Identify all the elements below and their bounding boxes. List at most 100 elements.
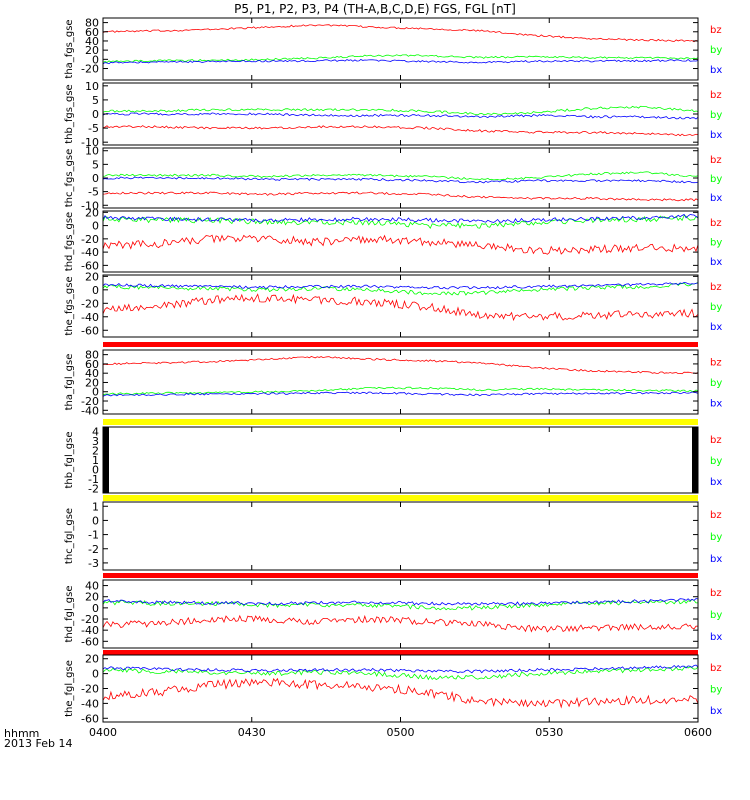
series-line-by: [102, 171, 699, 181]
legend-label-bz: bz: [710, 282, 722, 293]
series-line-by: [102, 666, 699, 681]
y-tick-label: -40: [81, 624, 99, 637]
y-tick-label: 0: [92, 668, 99, 681]
series-line-bz: [102, 234, 699, 255]
y-axis-label: thd_fgl_gse: [64, 586, 75, 643]
series-line-bz: [102, 125, 699, 137]
y-axis-label: tha_fgl_gse: [64, 354, 75, 411]
y-axis-label: thc_fgs_gse: [64, 149, 75, 208]
series-line-by: [102, 598, 699, 611]
panel-frame: [102, 426, 699, 494]
legend-label-by: by: [710, 238, 722, 249]
y-tick-label: 0: [92, 108, 99, 121]
x-tick-label: 0500: [387, 726, 415, 739]
legend-label-bz: bz: [710, 510, 722, 521]
y-tick-label: -2: [88, 482, 99, 495]
panel-frame: [102, 654, 699, 723]
legend-label-by: by: [710, 685, 722, 696]
legend-label-bx: bx: [710, 554, 722, 565]
legend-label-by: by: [710, 378, 722, 389]
y-tick-label: 20: [85, 653, 99, 666]
y-tick-label: -40: [81, 311, 99, 324]
status-bar-red: [103, 573, 698, 578]
y-tick-label: 20: [85, 376, 99, 389]
y-tick-label: 0: [92, 172, 99, 185]
legend-label-bx: bx: [710, 257, 722, 268]
y-tick-label: 40: [85, 367, 99, 380]
y-tick-label: -60: [81, 259, 99, 272]
series-line-bx: [102, 213, 699, 224]
panel-frame: [102, 147, 699, 209]
y-tick-label: -20: [81, 683, 99, 696]
y-tick-label: 60: [85, 26, 99, 39]
x-tick-label: 0400: [89, 726, 117, 739]
panel-frame: [102, 579, 699, 649]
legend-label-bx: bx: [710, 477, 722, 488]
legend-label-bx: bx: [710, 322, 722, 333]
y-axis-label: thd_fgs_gse: [64, 212, 75, 271]
y-axis-label: the_fgs_gse: [64, 276, 75, 335]
date-label: 2013 Feb 14: [4, 737, 73, 750]
panel-frame: [102, 274, 699, 338]
y-tick-label: -5: [88, 186, 99, 199]
series-line-by: [102, 214, 699, 229]
y-tick-label: -1: [88, 473, 99, 486]
y-axis-label: tha_fgs_gse: [64, 19, 75, 78]
legend-label-bx: bx: [710, 632, 722, 643]
y-tick-label: -60: [81, 324, 99, 337]
series-line-by: [102, 105, 699, 116]
y-tick-label: 1: [92, 500, 99, 513]
series-line-bz: [102, 356, 699, 375]
y-tick-label: -20: [81, 613, 99, 626]
y-tick-label: 0: [92, 53, 99, 66]
y-tick-label: 0: [92, 386, 99, 399]
legend-label-bx: bx: [710, 65, 722, 76]
series-line-bx: [102, 58, 699, 65]
legend-label-bz: bz: [710, 218, 722, 229]
legend-label-by: by: [710, 610, 722, 621]
y-axis-label: thc_fgl_gse: [64, 508, 75, 564]
y-tick-label: -3: [88, 557, 99, 570]
legend-label-by: by: [710, 532, 722, 543]
series-line-bz: [102, 191, 699, 202]
x-tick-label: 0530: [535, 726, 563, 739]
status-bar-yellow: [103, 419, 698, 425]
y-tick-label: 20: [85, 206, 99, 219]
y-tick-label: -20: [81, 297, 99, 310]
y-tick-label: 3: [92, 435, 99, 448]
series-line-bz: [102, 293, 699, 322]
panel-frame: [102, 501, 699, 571]
y-tick-label: -20: [81, 233, 99, 246]
series-line-bx: [102, 176, 699, 184]
legend-label-bz: bz: [710, 25, 722, 36]
legend-label-by: by: [710, 456, 722, 467]
y-tick-label: -1: [88, 529, 99, 542]
y-tick-label: 40: [85, 35, 99, 48]
status-bar-red: [103, 342, 698, 347]
legend-label-bz: bz: [710, 90, 722, 101]
y-tick-label: -2: [88, 543, 99, 556]
y-axis-label: thb_fgs_gse: [64, 84, 75, 143]
status-bar-yellow: [103, 495, 698, 501]
panel-frame: [102, 17, 699, 81]
series-line-bx: [102, 664, 699, 674]
series-line-by: [102, 282, 699, 296]
y-tick-label: 80: [85, 349, 99, 362]
legend-label-bz: bz: [710, 663, 722, 674]
status-bar-red: [103, 650, 698, 655]
y-tick-label: 2: [92, 445, 99, 458]
y-tick-label: 60: [85, 358, 99, 371]
y-tick-label: 0: [92, 514, 99, 527]
y-tick-label: -40: [81, 246, 99, 259]
series-line-by: [102, 54, 699, 63]
legend-label-bx: bx: [710, 130, 722, 141]
y-tick-label: 10: [85, 80, 99, 93]
legend-label-bx: bx: [710, 193, 722, 204]
legend-label-bz: bz: [710, 155, 722, 166]
y-tick-label: 20: [85, 591, 99, 604]
y-tick-label: 80: [85, 17, 99, 30]
y-tick-label: -40: [81, 697, 99, 710]
y-tick-label: 5: [92, 158, 99, 171]
y-tick-label: -40: [81, 404, 99, 417]
